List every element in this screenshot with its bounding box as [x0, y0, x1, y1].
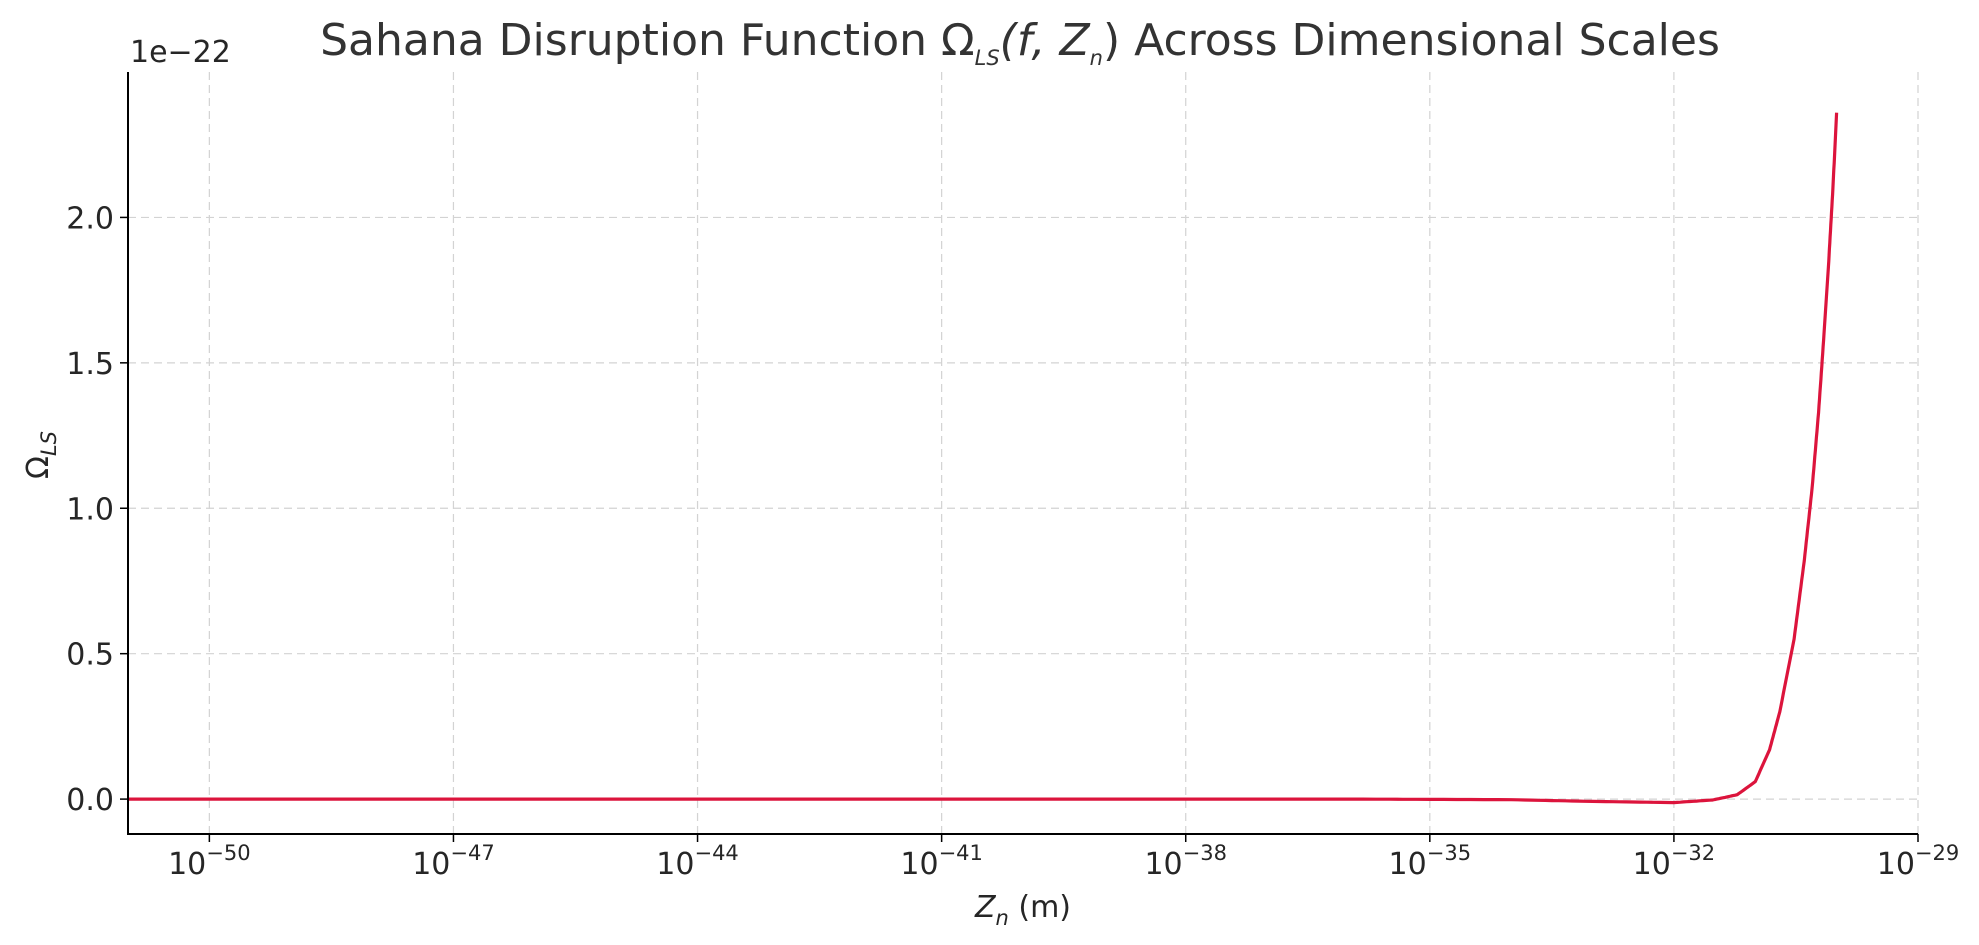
- x-tick-label: 10−38: [1144, 841, 1227, 882]
- series-layer: [128, 112, 1839, 805]
- y-tick-label: 1.5: [66, 347, 114, 382]
- x-tick-label: 10−50: [168, 841, 251, 882]
- x-tick-label: 10−35: [1389, 841, 1472, 882]
- x-tick-label: 10−44: [656, 841, 739, 882]
- x-tick-label: 10−32: [1633, 841, 1716, 882]
- y-tick-label: 0.0: [66, 783, 114, 818]
- y-tick-label: 2.0: [66, 201, 114, 236]
- ticks: 10−50 10−47 10−44 10−41 10−38 10−35 10−32 10−29…: [66, 201, 1959, 882]
- y-offset-label: 1e−22: [130, 35, 231, 70]
- y-axis-label: ΩLS: [21, 431, 61, 479]
- chart-title: Sahana Disruption Function ΩLS(f, Zn) Ac…: [320, 15, 1720, 70]
- grid: [128, 72, 1919, 834]
- x-tick-label: 10−29: [1877, 841, 1960, 882]
- x-tick-label: 10−41: [900, 841, 983, 882]
- x-axis-label: Zn (m): [974, 890, 1071, 930]
- series-line: [128, 112, 1839, 805]
- y-tick-label: 1.0: [66, 492, 114, 527]
- x-tick-label: 10−47: [412, 841, 495, 882]
- y-tick-label: 0.5: [66, 638, 114, 673]
